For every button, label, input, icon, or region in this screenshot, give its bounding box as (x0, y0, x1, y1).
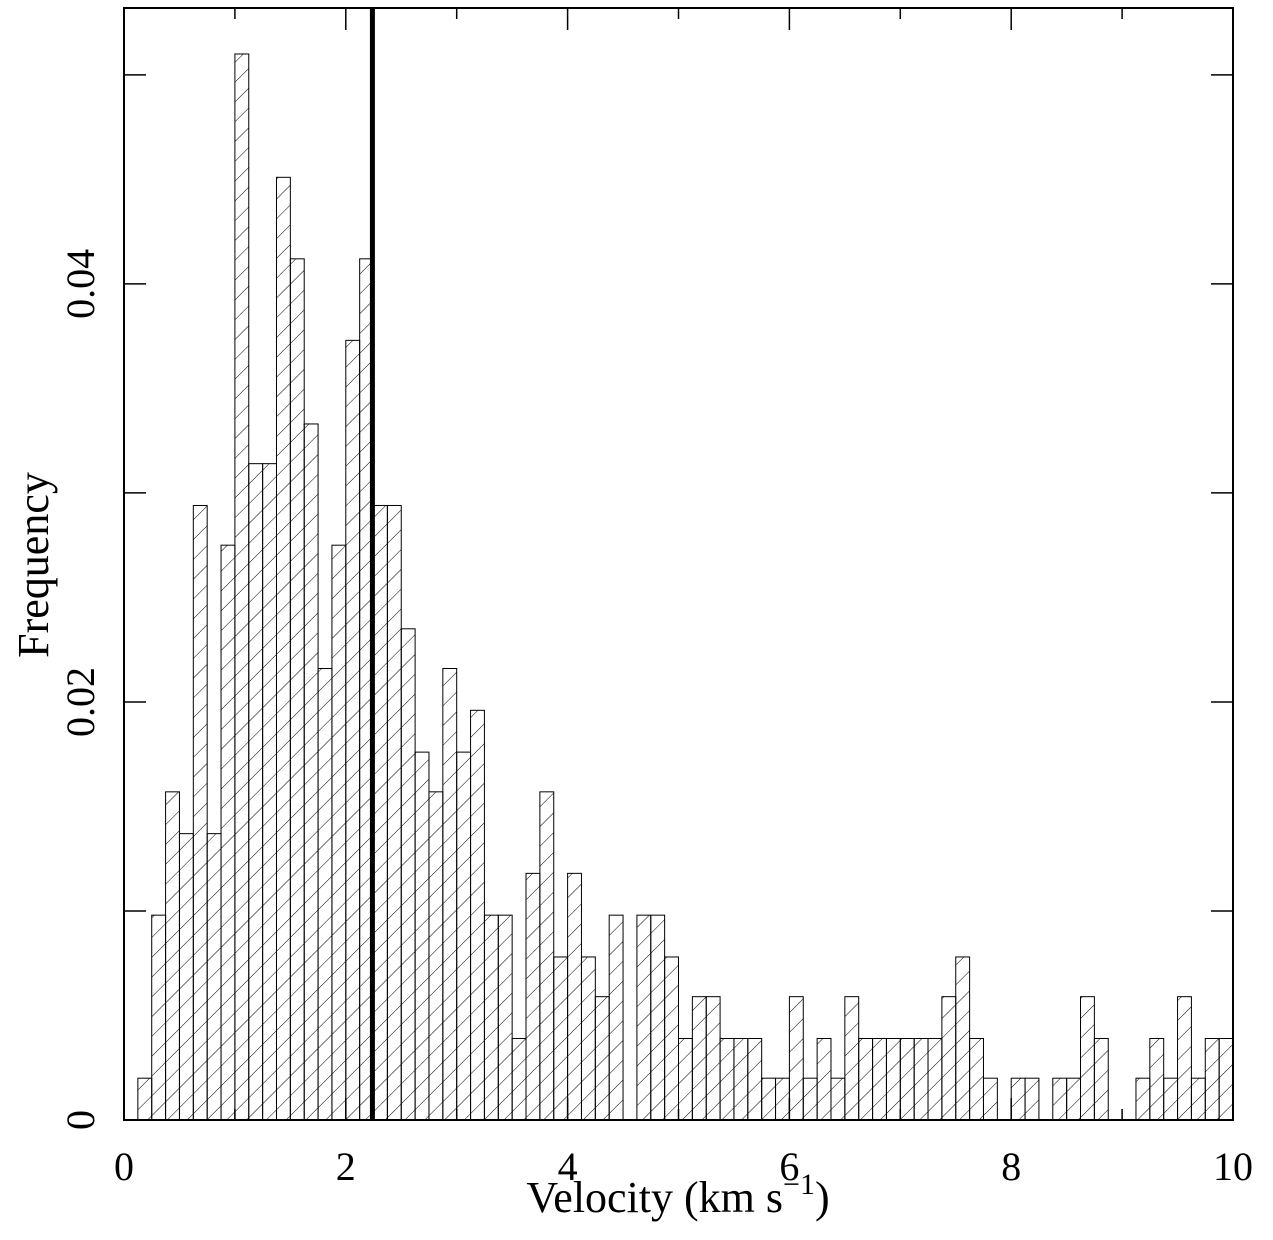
bar (275, 176, 291, 1121)
y-tick-label: 0.04 (58, 249, 103, 319)
bar (858, 1037, 874, 1121)
bar (802, 1077, 818, 1121)
bar (1080, 996, 1095, 1121)
bar (1177, 996, 1192, 1121)
bars (137, 8, 1234, 1121)
bar (192, 504, 208, 1121)
y-axis-label: Frequency (9, 472, 58, 658)
bar (650, 914, 666, 1121)
bar (788, 996, 804, 1121)
bar (317, 668, 333, 1121)
bar (830, 1077, 846, 1121)
bar (927, 1037, 943, 1121)
bar (539, 791, 555, 1121)
bar (553, 956, 569, 1121)
x-axis-label-end: ) (815, 1173, 830, 1222)
bar (1093, 1037, 1109, 1121)
bar (982, 1077, 998, 1121)
bar (913, 1037, 929, 1121)
y-tick-label: 0.02 (58, 667, 103, 737)
x-tick-label: 4 (558, 1144, 578, 1189)
bar (775, 1077, 790, 1121)
bar (331, 544, 347, 1121)
bar (941, 996, 957, 1121)
bar (1024, 1077, 1040, 1121)
bar (719, 1037, 735, 1121)
bar (678, 1037, 693, 1121)
bar (248, 463, 264, 1121)
bar (428, 791, 444, 1121)
bar (497, 914, 513, 1121)
bar (206, 833, 222, 1121)
bar (1190, 1077, 1206, 1121)
bar (872, 1037, 887, 1121)
bar (885, 1037, 901, 1121)
bar (705, 996, 721, 1121)
ticks: 0 2 4 6 8 10 0 0.02 0.04 (58, 8, 1253, 1189)
bar (220, 544, 236, 1121)
bar (594, 996, 610, 1121)
bar (414, 751, 430, 1121)
x-tick-label: 2 (336, 1144, 356, 1189)
bar (761, 1077, 777, 1121)
bar (691, 996, 707, 1121)
bar (234, 53, 250, 1121)
bar (1052, 1077, 1068, 1121)
x-tick-label: 0 (114, 1144, 134, 1189)
bar (608, 914, 624, 1121)
bar (1066, 1077, 1082, 1121)
bar (165, 791, 180, 1121)
bar (483, 914, 499, 1121)
bar (137, 1077, 153, 1121)
bar (567, 872, 582, 1121)
bar (470, 709, 485, 1121)
bar (400, 628, 416, 1121)
x-tick-label: 10 (1213, 1144, 1253, 1189)
bar (1135, 1077, 1151, 1121)
x-axis-label-sup: −1 (783, 1168, 815, 1201)
bar (747, 1037, 763, 1121)
x-axis-label-text: Velocity (km s (526, 1173, 783, 1222)
bar (955, 956, 971, 1121)
bar (580, 956, 596, 1121)
y-tick-label: 0 (58, 1110, 103, 1130)
bar (151, 914, 167, 1121)
bar (636, 914, 652, 1121)
bar (1204, 1037, 1220, 1121)
bar (442, 668, 458, 1121)
x-tick-label: 6 (779, 1144, 799, 1189)
bar (303, 423, 319, 1121)
bar (816, 1037, 832, 1121)
bar (844, 996, 860, 1121)
bar (456, 751, 472, 1121)
x-axis-label: Velocity (km s−1) (526, 1168, 829, 1222)
bar (1218, 1037, 1234, 1121)
bar (899, 1037, 915, 1121)
bar (969, 1037, 984, 1121)
bar (733, 1037, 749, 1121)
bar (1010, 1077, 1026, 1121)
bar (1149, 1037, 1165, 1121)
bar (262, 463, 277, 1121)
bar (178, 833, 194, 1121)
bar (525, 872, 541, 1121)
bar (345, 339, 361, 1121)
bar (386, 504, 402, 1121)
x-tick-label: 8 (1001, 1144, 1021, 1189)
bar (373, 504, 388, 1121)
bar (289, 258, 305, 1121)
bar (511, 1037, 527, 1121)
bar (664, 956, 680, 1121)
bar (1163, 1077, 1179, 1121)
